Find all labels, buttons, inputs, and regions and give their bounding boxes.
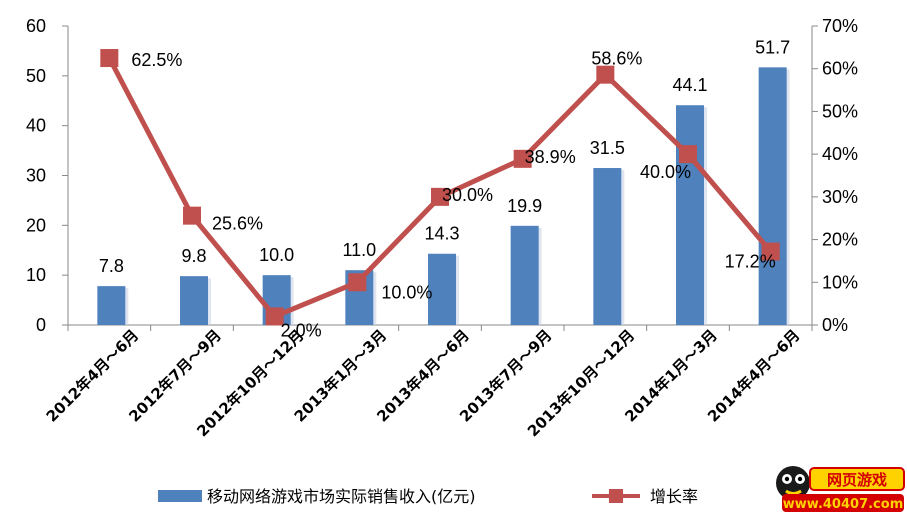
category-label: 2014年4月～6月 bbox=[704, 326, 803, 425]
y-right-tick-label: 40% bbox=[822, 144, 858, 164]
bar bbox=[676, 105, 704, 325]
growth-rate-marker bbox=[761, 242, 780, 261]
bar bbox=[758, 67, 787, 325]
legend: 移动网络游戏市场实际销售收入(亿元) 增长率 bbox=[158, 487, 698, 506]
growth-rate-label: 2.0% bbox=[281, 320, 322, 340]
legend-line-marker bbox=[609, 489, 623, 503]
growth-rate-marker bbox=[431, 187, 449, 206]
growth-rate-marker bbox=[183, 206, 201, 225]
svg-text:www.40407.com: www.40407.com bbox=[783, 497, 904, 512]
bar-value-label: 31.5 bbox=[590, 138, 625, 158]
bar bbox=[428, 253, 456, 325]
y-right-tick-label: 20% bbox=[822, 230, 858, 250]
y-left-tick-label: 30 bbox=[26, 166, 46, 186]
bar-value-label: 7.8 bbox=[99, 256, 124, 276]
y-right-tick-label: 60% bbox=[822, 59, 858, 79]
growth-rate-label: 38.9% bbox=[525, 147, 576, 167]
bar-value-label: 19.9 bbox=[507, 196, 542, 216]
site-watermark-logo: 网页游戏 www.40407.com bbox=[776, 466, 905, 512]
bar-value-label: 51.7 bbox=[755, 37, 790, 57]
bar-value-label: 11.0 bbox=[342, 240, 376, 260]
growth-rate-marker bbox=[679, 145, 697, 164]
growth-rate-label: 62.5% bbox=[131, 50, 182, 70]
growth-rate-marker bbox=[100, 49, 119, 68]
growth-rate-label: 25.6% bbox=[212, 214, 263, 234]
bar-value-label: 9.8 bbox=[181, 246, 206, 266]
y-left-tick-label: 50 bbox=[26, 66, 46, 86]
bar bbox=[97, 286, 126, 325]
legend-bar-swatch bbox=[158, 490, 202, 502]
bar-series bbox=[97, 67, 790, 325]
growth-rate-label: 30.0% bbox=[442, 185, 493, 205]
y-left-tick-label: 60 bbox=[26, 16, 46, 36]
y-left-tick-label: 10 bbox=[26, 265, 46, 285]
y-right-tick-label: 0% bbox=[822, 315, 848, 335]
bar bbox=[593, 168, 622, 325]
growth-rate-label: 10.0% bbox=[381, 282, 432, 302]
growth-rate-series bbox=[100, 49, 780, 326]
legend-bar-label: 移动网络游戏市场实际销售收入(亿元) bbox=[207, 487, 476, 506]
growth-rate-marker bbox=[513, 149, 532, 168]
y-right-tick-label: 10% bbox=[822, 272, 858, 292]
growth-rate-label: 58.6% bbox=[591, 49, 642, 69]
svg-text:网页游戏: 网页游戏 bbox=[827, 471, 887, 489]
y-right-tick-label: 70% bbox=[822, 16, 858, 36]
growth-rate-marker bbox=[596, 65, 615, 84]
bar bbox=[180, 276, 208, 325]
y-left-tick-label: 40 bbox=[26, 116, 46, 136]
data-labels: 7.8 9.8 10.0 11.0 14.3 19.9 31.5 44.1 51.7 62.5% 2… bbox=[99, 37, 790, 340]
category-axis-labels: 2012年4月～6月2012年7月～9月2012年10月～12月2013年1月～… bbox=[43, 326, 804, 440]
y-right-tick-label: 50% bbox=[822, 101, 858, 121]
legend-line-label: 增长率 bbox=[650, 487, 698, 506]
chart-axes: 0 10 20 30 40 50 60 0% 10% 20% 30% 40% 50% 60% 70% bbox=[26, 16, 858, 335]
y-left-tick-label: 20 bbox=[26, 215, 46, 235]
bar-value-label: 14.3 bbox=[424, 224, 459, 244]
y-left-tick-label: 0 bbox=[36, 315, 46, 335]
growth-rate-marker bbox=[265, 307, 284, 326]
bar bbox=[510, 225, 539, 325]
growth-rate-label: 17.2% bbox=[725, 252, 776, 272]
growth-rate-marker bbox=[348, 273, 367, 292]
bar-value-label: 10.0 bbox=[259, 245, 294, 265]
y-right-tick-label: 30% bbox=[822, 187, 858, 207]
bar-value-label: 44.1 bbox=[672, 75, 707, 95]
growth-rate-label: 40.0% bbox=[640, 162, 691, 182]
